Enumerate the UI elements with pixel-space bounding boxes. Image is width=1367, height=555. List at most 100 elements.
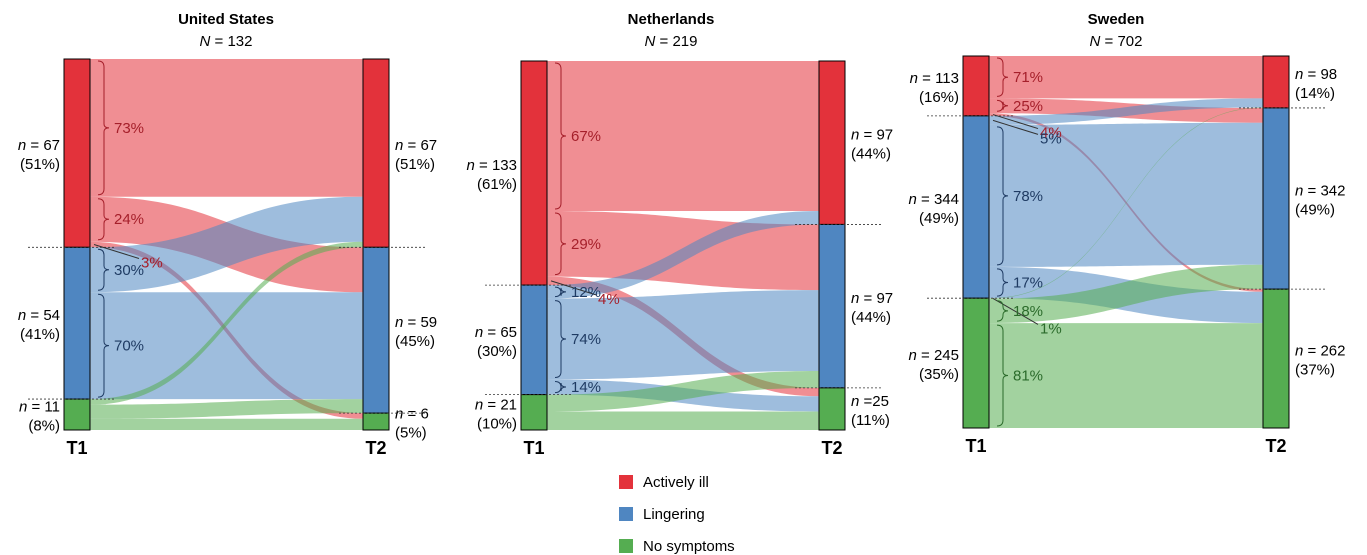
- flow-lingering-to-lingering: [547, 290, 819, 380]
- node-label-t2-lingering: n = 342: [1295, 183, 1345, 200]
- flow-no-symptoms-to-actively-ill: [989, 107, 1263, 299]
- node-label-t2-no-symptoms: n = 6: [395, 406, 429, 423]
- flow-label-actively-ill-to-no-symptoms: 4%: [598, 291, 620, 308]
- time-label-t2: T2: [365, 438, 386, 458]
- node-t1-lingering: [520, 284, 548, 396]
- flow-labels: 67% 29% 4%12% 74% 14%: [550, 62, 620, 396]
- flow-lingering-to-lingering: [989, 122, 1263, 267]
- node-t2-no-symptoms: [362, 412, 390, 431]
- flow-label-lingering-to-no-symptoms: 14%: [571, 379, 601, 396]
- node-label-t2-actively-ill: n = 98: [1295, 66, 1337, 83]
- flow-label-no-symptoms-to-actively-ill: 1%: [1040, 320, 1062, 337]
- flow-label-actively-ill-to-actively-ill: 71%: [1013, 69, 1043, 86]
- node-label-t1-actively-ill: n = 133: [467, 157, 517, 174]
- flow-brace: [996, 99, 1009, 112]
- panel-total-n: N = 702: [1090, 33, 1143, 50]
- panel-united-states: 73% 24% 3%30% 70% n = 67 (51%) n = 54 (41%) n = …: [18, 11, 437, 458]
- node-pct-t1-actively-ill: (61%): [477, 176, 517, 193]
- flow-leader-line: [992, 114, 1039, 130]
- node-label-t2-actively-ill: n = 67: [395, 137, 437, 154]
- flow-labels: 73% 24% 3%30% 70%: [93, 60, 163, 398]
- flow-no-symptoms-to-lingering: [547, 371, 819, 412]
- flow-label-actively-ill-to-lingering: 25%: [1013, 98, 1043, 115]
- flow-no-symptoms-to-no-symptoms: [989, 323, 1263, 428]
- legend: Actively ill Lingering No symptoms: [619, 474, 735, 555]
- flow-brace: [554, 380, 567, 394]
- flow-brace: [554, 286, 567, 298]
- node-pct-t2-no-symptoms: (5%): [395, 425, 427, 442]
- node-pct-t2-lingering: (44%): [851, 309, 891, 326]
- node-pct-t1-no-symptoms: (35%): [919, 366, 959, 383]
- flow-label-actively-ill-to-no-symptoms: 3%: [141, 255, 163, 272]
- flows: [90, 59, 363, 430]
- flow-label-lingering-to-lingering: 74%: [571, 331, 601, 348]
- nodes: [962, 55, 1290, 429]
- node-pct-t1-actively-ill: (16%): [919, 89, 959, 106]
- node-t1-no-symptoms: [63, 398, 91, 431]
- flow-label-lingering-to-lingering: 78%: [1013, 188, 1043, 205]
- time-label-t1: T1: [523, 438, 544, 458]
- flow-leader-line: [93, 244, 140, 259]
- legend-swatch-actively-ill: [619, 475, 633, 489]
- flow-brace: [996, 268, 1009, 297]
- node-pct-t2-actively-ill: (51%): [395, 156, 435, 173]
- node-label-t2-no-symptoms: n = 262: [1295, 343, 1345, 360]
- flows: [547, 61, 819, 430]
- legend-label-actively-ill: Actively ill: [643, 474, 709, 491]
- node-pct-t2-lingering: (45%): [395, 333, 435, 350]
- node-t2-actively-ill: [362, 58, 390, 248]
- node-t1-no-symptoms: [962, 297, 990, 429]
- node-t2-no-symptoms: [818, 387, 846, 431]
- flow-label-lingering-to-actively-ill: 12%: [571, 284, 601, 301]
- node-pct-t1-no-symptoms: (8%): [28, 418, 60, 435]
- flow-label-lingering-to-actively-ill: 30%: [114, 262, 144, 279]
- node-pct-t1-lingering: (41%): [20, 326, 60, 343]
- panel-total-n: N = 132: [200, 33, 253, 50]
- flow-actively-ill-to-actively-ill: [989, 56, 1263, 99]
- flow-brace: [996, 324, 1009, 427]
- flow-label-actively-ill-to-actively-ill: 73%: [114, 120, 144, 137]
- time-label-t2: T2: [821, 438, 842, 458]
- panel-title: United States: [178, 11, 274, 28]
- node-t2-no-symptoms: [1262, 288, 1290, 429]
- panel-title: Netherlands: [628, 11, 715, 28]
- time-label-t1: T1: [965, 436, 986, 456]
- nodes: [63, 58, 390, 431]
- panel-title: Sweden: [1088, 11, 1145, 28]
- node-t2-lingering: [818, 223, 846, 389]
- node-label-t1-lingering: n = 65: [475, 324, 517, 341]
- flow-actively-ill-to-actively-ill: [90, 59, 363, 197]
- flow-brace: [996, 300, 1009, 322]
- flow-label-actively-ill-to-lingering: 24%: [114, 211, 144, 228]
- flow-label-lingering-to-no-symptoms: 17%: [1013, 275, 1043, 292]
- node-t1-actively-ill: [962, 55, 990, 117]
- flow-label-no-symptoms-to-lingering: 18%: [1013, 303, 1043, 320]
- flow-lingering-to-actively-ill: [989, 98, 1263, 125]
- flow-label-lingering-to-actively-ill: 5%: [1040, 130, 1062, 147]
- flow-lingering-to-actively-ill: [90, 196, 363, 293]
- flow-no-symptoms-to-no-symptoms: [547, 411, 819, 430]
- flow-label-lingering-to-lingering: 70%: [114, 338, 144, 355]
- flow-no-symptoms-to-lingering: [90, 399, 363, 419]
- time-label-t1: T1: [66, 438, 87, 458]
- flow-label-actively-ill-to-no-symptoms: 4%: [1040, 125, 1062, 142]
- panel-netherlands: 67% 29% 4%12% 74% 14% n = 133 (61%) n = 65 (30%)…: [467, 11, 894, 458]
- node-pct-t1-no-symptoms: (10%): [477, 415, 517, 432]
- node-label-t1-lingering: n = 344: [909, 191, 959, 208]
- flow-brace: [996, 57, 1009, 97]
- flow-brace: [97, 248, 110, 291]
- node-t1-no-symptoms: [520, 394, 548, 431]
- node-label-t2-no-symptoms: n =25: [851, 393, 889, 410]
- flow-lingering-to-actively-ill: [547, 210, 819, 299]
- node-pct-t1-lingering: (30%): [477, 343, 517, 360]
- flow-actively-ill-to-actively-ill: [547, 61, 819, 211]
- nodes: [520, 60, 846, 431]
- node-pct-t2-lingering: (49%): [1295, 202, 1335, 219]
- legend-label-no-symptoms: No symptoms: [643, 538, 735, 555]
- node-pct-t1-actively-ill: (51%): [20, 156, 60, 173]
- flow-labels: 71% 25% 4%5% 78% 17% 1%18% 81%: [992, 57, 1062, 427]
- node-label-t2-lingering: n = 59: [395, 314, 437, 331]
- flow-no-symptoms-to-actively-ill: [90, 241, 363, 405]
- node-label-t1-actively-ill: n = 113: [910, 70, 959, 87]
- panel-sweden: 71% 25% 4%5% 78% 17% 1%18% 81% n = 113 (16%) n = …: [909, 11, 1346, 456]
